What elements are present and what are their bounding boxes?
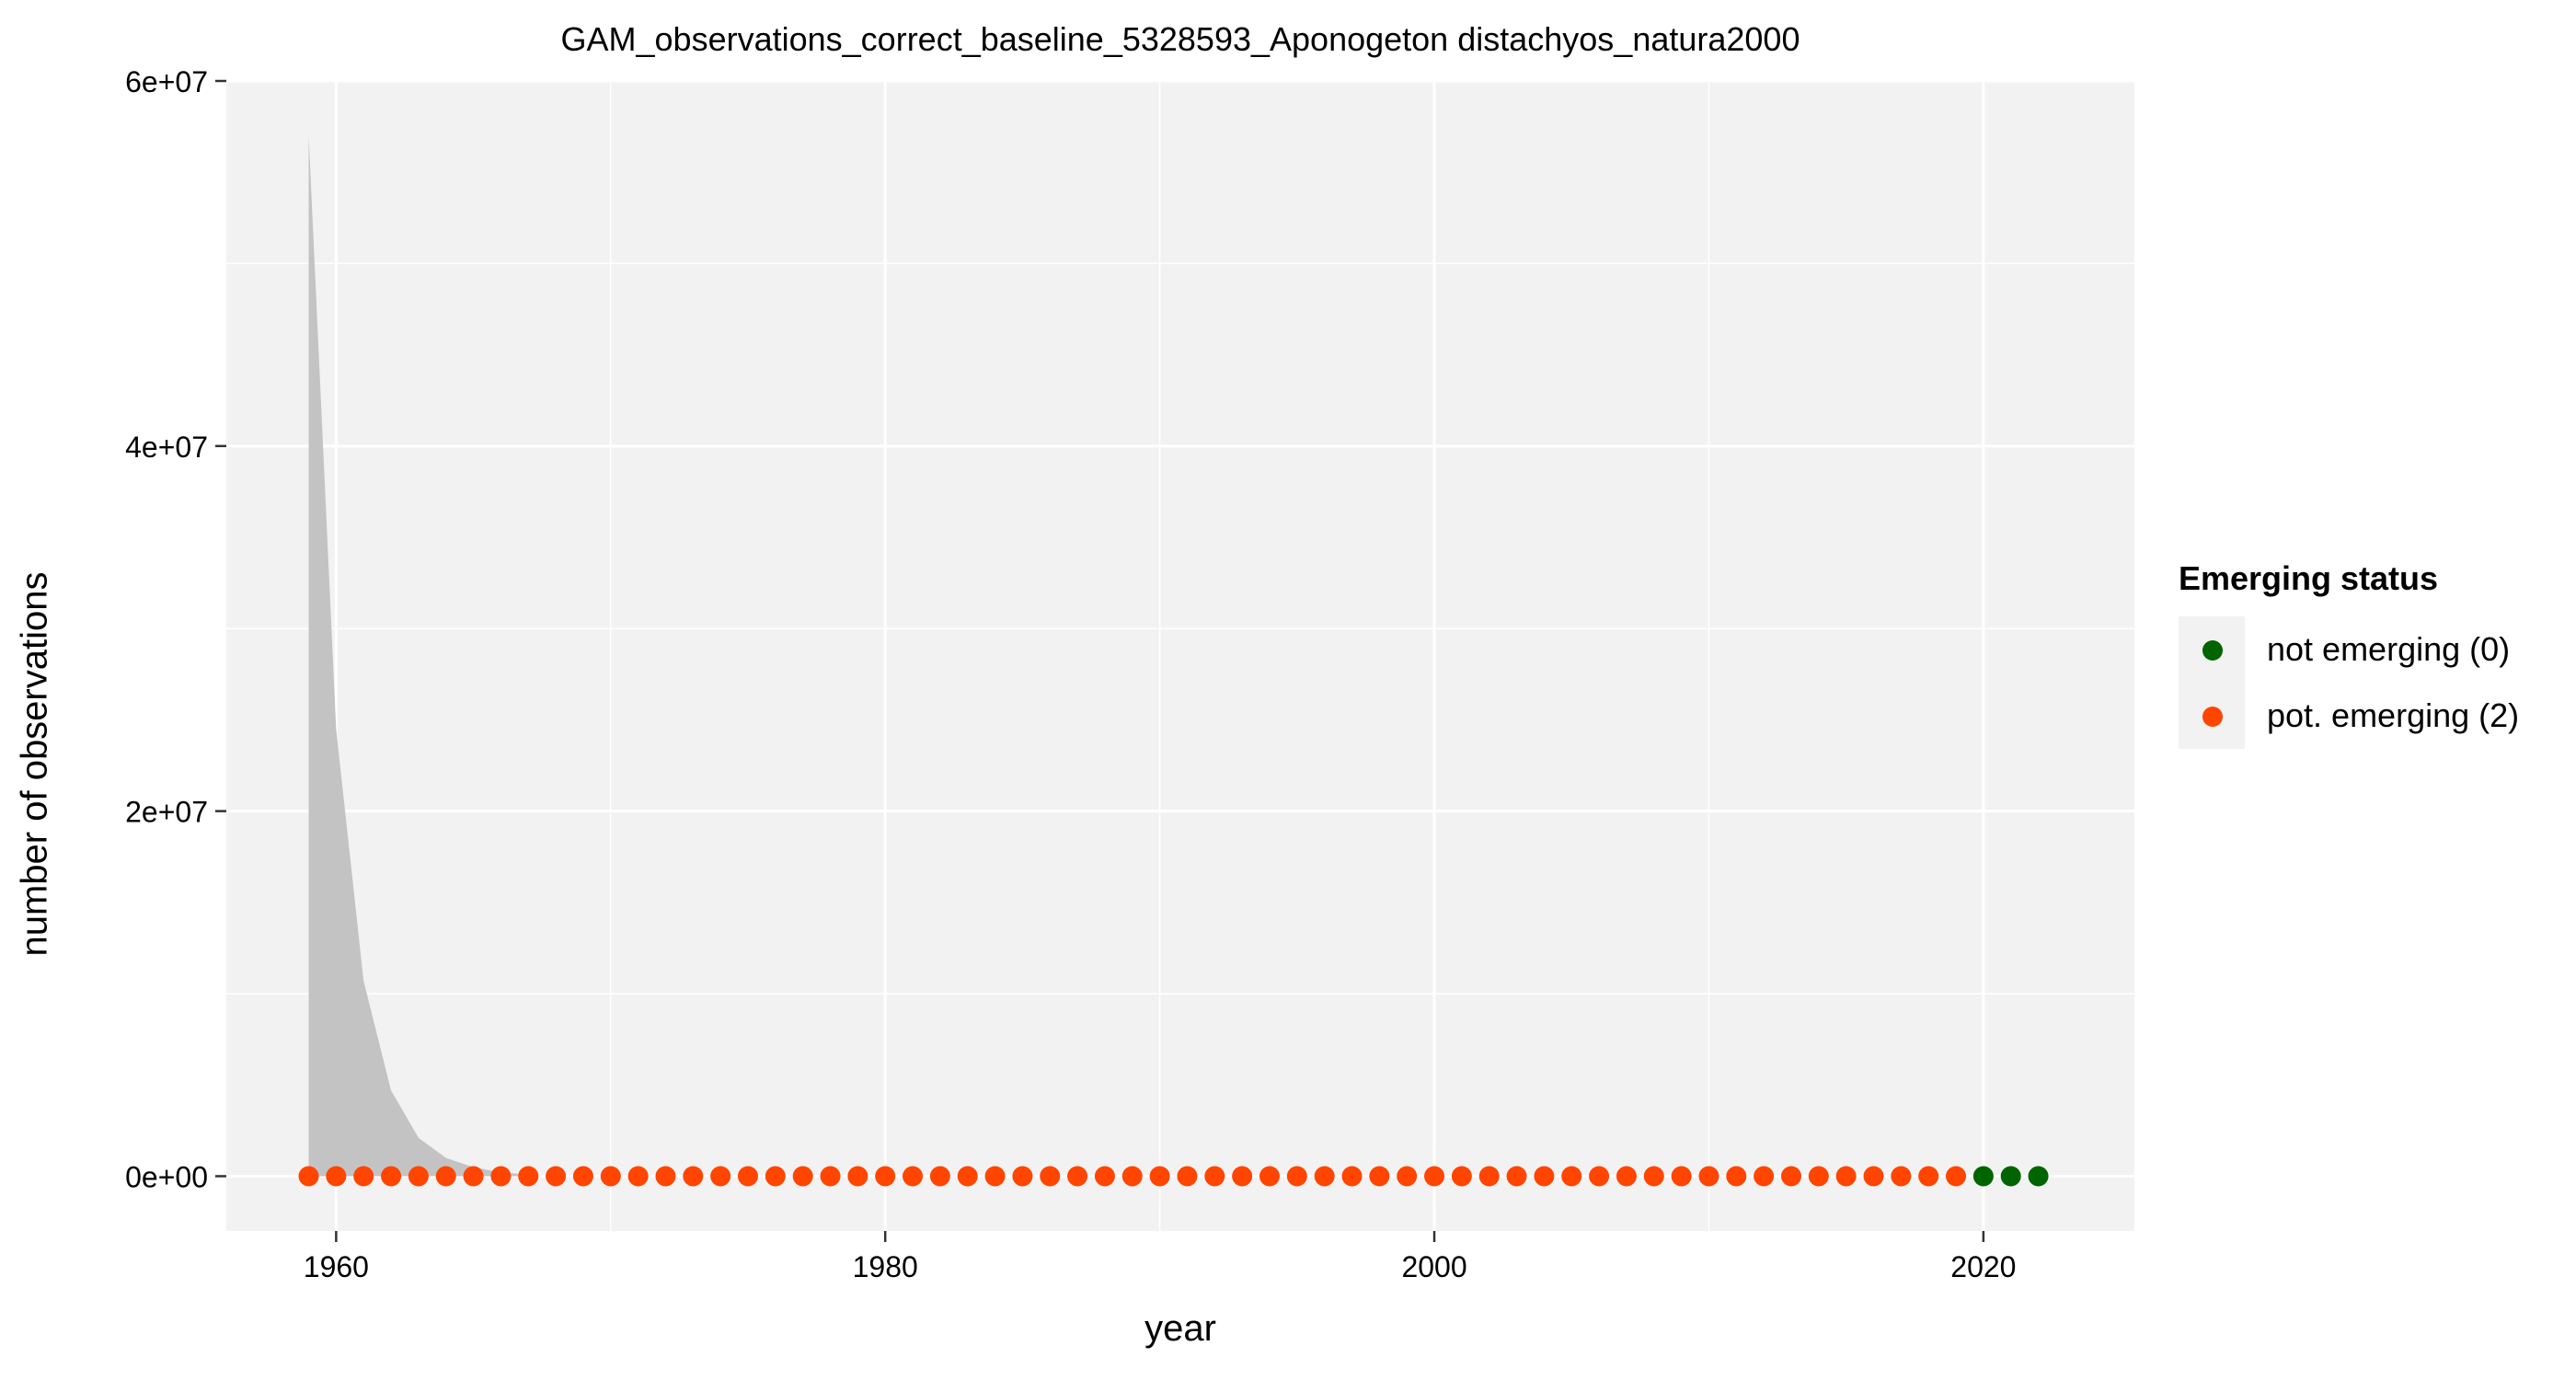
x-tick-label: 1980 [853, 1250, 918, 1283]
point-pot-emerging-2 [381, 1166, 402, 1187]
legend-title: Emerging status [2179, 559, 2439, 597]
point-pot-emerging-2 [984, 1166, 1006, 1187]
point-pot-emerging-2 [957, 1166, 978, 1187]
axes: 0e+00 2e+07 4e+07 6e+07 1960 1980 2000 2020 [125, 65, 2016, 1283]
point-pot-emerging-2 [353, 1166, 374, 1187]
point-pot-emerging-2 [546, 1166, 567, 1187]
legend-dot-not-emerging [2202, 640, 2223, 661]
minor-gridlines [226, 81, 2134, 1231]
point-pot-emerging-2 [1478, 1166, 1500, 1187]
legend-swatch-pot-emerging [2179, 683, 2245, 749]
point-pot-emerging-2 [463, 1166, 484, 1187]
legend-item-pot-emerging: pot. emerging (2) [2179, 683, 2520, 749]
legend-swatch-not-emerging [2179, 616, 2245, 683]
point-pot-emerging-2 [1726, 1166, 1747, 1187]
point-pot-emerging-2 [1040, 1166, 1061, 1187]
confidence-band-area [308, 135, 529, 1177]
point-pot-emerging-2 [1643, 1166, 1664, 1187]
point-pot-emerging-2 [929, 1166, 950, 1187]
x-tick-label: 2020 [1950, 1250, 2016, 1283]
point-pot-emerging-2 [518, 1166, 539, 1187]
point-pot-emerging-2 [1397, 1166, 1418, 1187]
point-pot-emerging-2 [326, 1166, 347, 1187]
point-pot-emerging-2 [1835, 1166, 1857, 1187]
y-tick-label: 6e+07 [125, 65, 208, 98]
point-pot-emerging-2 [875, 1166, 896, 1187]
point-pot-emerging-2 [572, 1166, 593, 1187]
y-tick-label: 4e+07 [125, 431, 208, 464]
point-pot-emerging-2 [1094, 1166, 1115, 1187]
legend: Emerging status not emerging (0) pot. em… [2179, 559, 2520, 749]
point-pot-emerging-2 [1177, 1166, 1198, 1187]
point-pot-emerging-2 [903, 1166, 924, 1187]
point-pot-emerging-2 [1424, 1166, 1445, 1187]
point-pot-emerging-2 [1286, 1166, 1307, 1187]
point-pot-emerging-2 [1891, 1166, 1912, 1187]
point-pot-emerging-2 [600, 1166, 621, 1187]
point-pot-emerging-2 [683, 1166, 704, 1187]
point-pot-emerging-2 [1149, 1166, 1170, 1187]
point-pot-emerging-2 [1754, 1166, 1775, 1187]
point-pot-emerging-2 [1204, 1166, 1225, 1187]
legend-label-pot-emerging: pot. emerging (2) [2245, 683, 2520, 749]
point-pot-emerging-2 [1012, 1166, 1033, 1187]
point-pot-emerging-2 [1341, 1166, 1363, 1187]
x-tick-label: 1960 [304, 1250, 369, 1283]
point-not-emerging-0 [2028, 1166, 2049, 1187]
point-pot-emerging-2 [792, 1166, 813, 1187]
plot-panel [226, 81, 2134, 1231]
point-pot-emerging-2 [298, 1166, 319, 1187]
point-pot-emerging-2 [847, 1166, 868, 1187]
point-not-emerging-0 [1972, 1166, 1994, 1187]
legend-item-not-emerging: not emerging (0) [2179, 616, 2519, 683]
point-pot-emerging-2 [1067, 1166, 1088, 1187]
point-pot-emerging-2 [1780, 1166, 1801, 1187]
point-pot-emerging-2 [1369, 1166, 1390, 1187]
point-pot-emerging-2 [627, 1166, 649, 1187]
chart-title: GAM_observations_correct_baseline_532859… [560, 20, 1800, 58]
point-pot-emerging-2 [1314, 1166, 1335, 1187]
point-pot-emerging-2 [710, 1166, 731, 1187]
y-tick-label: 0e+00 [125, 1160, 208, 1193]
point-pot-emerging-2 [1946, 1166, 1967, 1187]
y-axis-label: number of observations [14, 571, 55, 957]
point-pot-emerging-2 [490, 1166, 512, 1187]
point-pot-emerging-2 [1506, 1166, 1527, 1187]
point-pot-emerging-2 [1863, 1166, 1884, 1187]
point-pot-emerging-2 [1918, 1166, 1939, 1187]
point-pot-emerging-2 [1259, 1166, 1280, 1187]
point-pot-emerging-2 [737, 1166, 758, 1187]
point-pot-emerging-2 [1451, 1166, 1472, 1187]
data-points [298, 1166, 2049, 1187]
point-pot-emerging-2 [820, 1166, 841, 1187]
point-pot-emerging-2 [1232, 1166, 1253, 1187]
point-pot-emerging-2 [408, 1166, 429, 1187]
point-pot-emerging-2 [1808, 1166, 1829, 1187]
y-tick-label: 2e+07 [125, 796, 208, 829]
legend-dot-pot-emerging [2202, 707, 2223, 727]
point-pot-emerging-2 [1121, 1166, 1143, 1187]
point-pot-emerging-2 [1671, 1166, 1692, 1187]
legend-label-not-emerging: not emerging (0) [2245, 616, 2511, 683]
x-tick-label: 2000 [1401, 1250, 1466, 1283]
x-axis-label: year [1144, 1308, 1216, 1349]
point-pot-emerging-2 [1698, 1166, 1719, 1187]
legend-items: not emerging (0) pot. emerging (2) [2179, 616, 2520, 749]
point-pot-emerging-2 [1534, 1166, 1555, 1187]
point-pot-emerging-2 [655, 1166, 676, 1187]
point-pot-emerging-2 [1561, 1166, 1582, 1187]
confidence-band [308, 135, 529, 1177]
point-pot-emerging-2 [1589, 1166, 1610, 1187]
point-not-emerging-0 [2000, 1166, 2021, 1187]
point-pot-emerging-2 [1616, 1166, 1637, 1187]
point-pot-emerging-2 [765, 1166, 786, 1187]
point-pot-emerging-2 [435, 1166, 456, 1187]
